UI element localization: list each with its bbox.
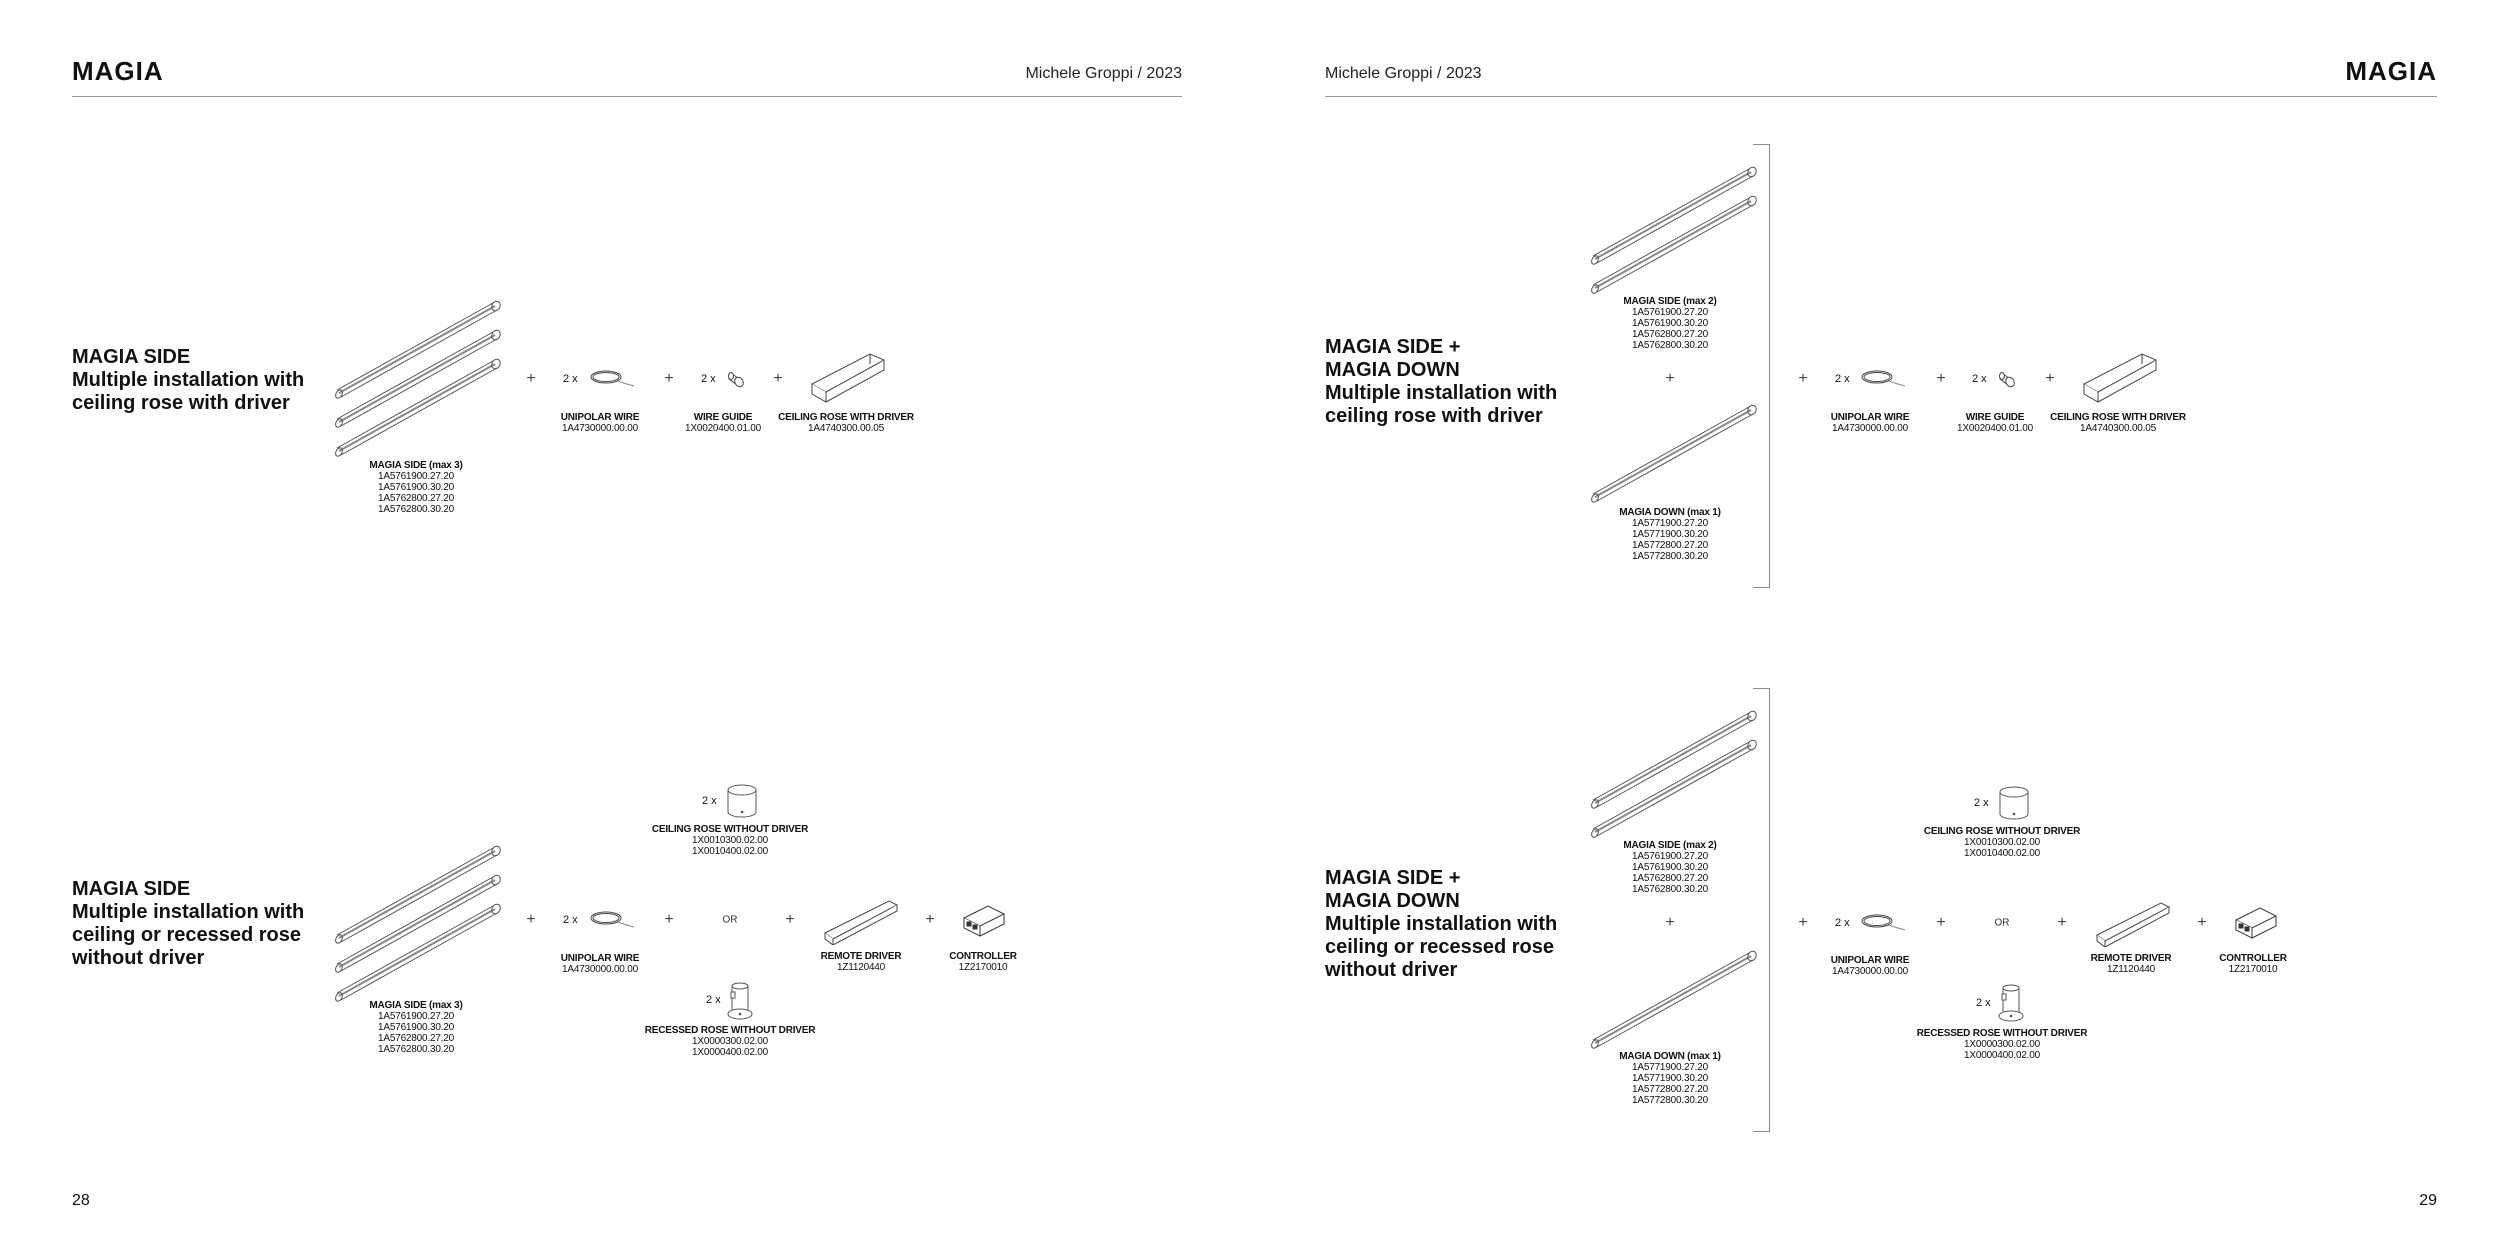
remote-driver-icon: [2095, 901, 2171, 947]
wire-qty: 2 x: [1835, 917, 1850, 929]
magia-side-label: MAGIA SIDE (max 3) 1A5761900.27.20 1A5761…: [369, 1000, 463, 1055]
wire-guide-icon: [1998, 370, 2016, 388]
magia-down-label: MAGIA DOWN (max 1) 1A5771900.27.20 1A5771…: [1619, 507, 1721, 562]
plus-sign: +: [925, 911, 935, 928]
recessed-rose-icon: [727, 982, 753, 1022]
plus-sign: +: [2197, 914, 2207, 931]
ceiling-rose-qty: 2 x: [1974, 797, 1989, 809]
author-year: Michele Groppi / 2023: [1025, 65, 1182, 82]
unipolar-wire-label: UNIPOLAR WIRE 1A4730000.00.00: [560, 953, 640, 975]
magia-side-label: MAGIA SIDE (max 3) 1A5761900.27.20 1A5761…: [369, 460, 463, 515]
magia-down-rod-icon: [1589, 950, 1759, 1050]
or-label: OR: [1994, 917, 2010, 929]
group-bracket: [1753, 688, 1770, 1132]
wire-qty: 2 x: [563, 373, 578, 385]
brand-title: MAGIA: [72, 56, 164, 86]
section-heading: MAGIA SIDE + MAGIA DOWN Multiple install…: [1325, 336, 1558, 427]
recessed-rose-label: RECESSED ROSE WITHOUT DRIVER 1X0000300.02…: [644, 1025, 816, 1058]
ceiling-rose-driver-label: CEILING ROSE WITH DRIVER 1A4740300.00.05: [2050, 412, 2186, 434]
plus-sign: +: [773, 370, 783, 387]
ceiling-rose-driver-label: CEILING ROSE WITH DRIVER 1A4740300.00.05: [778, 412, 914, 434]
plus-sign: +: [526, 370, 536, 387]
wire-guide-label: WIRE GUIDE 1X0020400.01.00: [1957, 412, 2033, 434]
magia-down-label: MAGIA DOWN (max 1) 1A5771900.27.20 1A5771…: [1619, 1051, 1721, 1106]
group-bracket: [1753, 144, 1770, 588]
ceiling-rose-icon: [1999, 786, 2029, 820]
author-year: Michele Groppi / 2023: [1325, 65, 1482, 82]
unipolar-wire-icon: [1861, 369, 1906, 389]
remote-driver-label: REMOTE DRIVER 1Z1120440: [820, 951, 902, 973]
ceiling-rose-icon: [727, 784, 757, 818]
controller-label: CONTROLLER 1Z2170010: [949, 951, 1017, 973]
plus-sign: +: [664, 370, 674, 387]
wire-qty: 2 x: [1835, 373, 1850, 385]
section-heading: MAGIA SIDE + MAGIA DOWN Multiple install…: [1325, 867, 1558, 981]
magia-down-rod-icon: [1589, 404, 1759, 504]
ceiling-rose-driver-icon: [810, 352, 886, 404]
controller-label: CONTROLLER 1Z2170010: [2219, 953, 2287, 975]
plus-sign: +: [1798, 914, 1808, 931]
plus-sign: +: [1665, 370, 1675, 387]
unipolar-wire-label: UNIPOLAR WIRE 1A4730000.00.00: [1830, 412, 1910, 434]
plus-sign: +: [1936, 370, 1946, 387]
guide-qty: 2 x: [1972, 373, 1987, 385]
section-heading: MAGIA SIDE Multiple installation with ce…: [72, 346, 305, 414]
unipolar-wire-icon: [590, 910, 635, 930]
controller-icon: [2232, 906, 2278, 940]
recessed-rose-qty: 2 x: [706, 994, 721, 1006]
plus-sign: +: [785, 911, 795, 928]
header-divider: [1325, 96, 2437, 97]
plus-sign: +: [664, 911, 674, 928]
magia-side-rod-icon: [333, 903, 503, 1003]
magia-side-label: MAGIA SIDE (max 2) 1A5761900.27.20 1A5761…: [1623, 296, 1717, 351]
remote-driver-icon: [823, 899, 899, 945]
magia-side-rod-icon: [333, 358, 503, 458]
ceiling-rose-label: CEILING ROSE WITHOUT DRIVER 1X0010300.02.…: [651, 824, 809, 857]
guide-qty: 2 x: [701, 373, 716, 385]
plus-sign: +: [1798, 370, 1808, 387]
unipolar-wire-label: UNIPOLAR WIRE 1A4730000.00.00: [1830, 955, 1910, 977]
wire-guide-icon: [727, 370, 745, 388]
magia-side-label: MAGIA SIDE (max 2) 1A5761900.27.20 1A5761…: [1623, 840, 1717, 895]
plus-sign: +: [1936, 914, 1946, 931]
wire-guide-label: WIRE GUIDE 1X0020400.01.00: [685, 412, 761, 434]
ceiling-rose-label: CEILING ROSE WITHOUT DRIVER 1X0010300.02.…: [1923, 826, 2081, 859]
unipolar-wire-icon: [590, 369, 635, 389]
header-divider: [72, 96, 1182, 97]
plus-sign: +: [1665, 914, 1675, 931]
page-number: 29: [2419, 1192, 2437, 1209]
brand-title: MAGIA: [2345, 56, 2437, 86]
remote-driver-label: REMOTE DRIVER 1Z1120440: [2090, 953, 2172, 975]
or-label: OR: [722, 914, 738, 926]
controller-icon: [960, 904, 1006, 938]
page-number: 28: [72, 1192, 90, 1209]
plus-sign: +: [2045, 370, 2055, 387]
magia-side-rod-icon: [1589, 195, 1759, 295]
recessed-rose-label: RECESSED ROSE WITHOUT DRIVER 1X0000300.02…: [1916, 1028, 2088, 1061]
recessed-rose-icon: [1998, 984, 2024, 1024]
unipolar-wire-label: UNIPOLAR WIRE 1A4730000.00.00: [560, 412, 640, 434]
unipolar-wire-icon: [1861, 913, 1906, 933]
plus-sign: +: [2057, 914, 2067, 931]
plus-sign: +: [526, 911, 536, 928]
section-heading: MAGIA SIDE Multiple installation with ce…: [72, 878, 305, 969]
ceiling-rose-driver-icon: [2082, 352, 2158, 404]
recessed-rose-qty: 2 x: [1976, 997, 1991, 1009]
wire-qty: 2 x: [563, 914, 578, 926]
magia-side-rod-icon: [1589, 739, 1759, 839]
ceiling-rose-qty: 2 x: [702, 795, 717, 807]
